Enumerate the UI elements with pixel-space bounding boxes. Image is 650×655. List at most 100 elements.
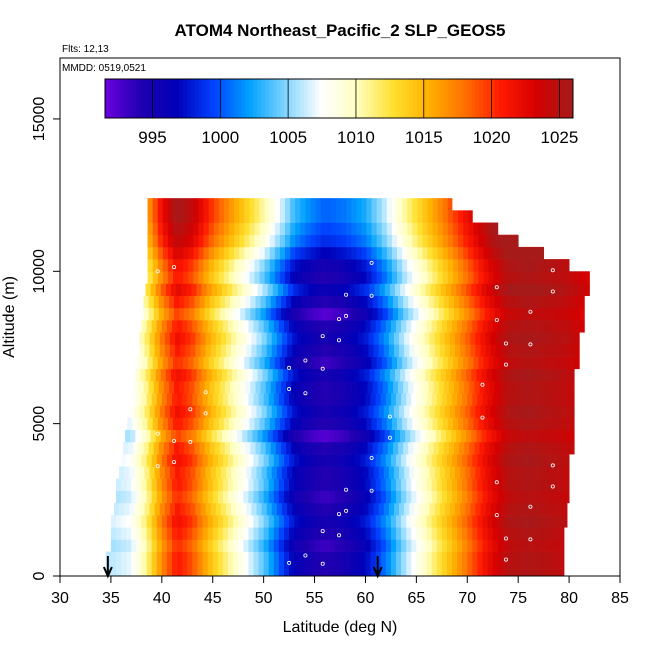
heatmap-cell — [345, 551, 351, 565]
heatmap-cell — [432, 259, 439, 272]
heatmap-cell — [200, 344, 206, 357]
heatmap-cell — [192, 551, 198, 565]
heatmap-cell — [434, 466, 441, 479]
heatmap-cell — [447, 210, 454, 223]
heatmap-cell — [255, 295, 261, 309]
heatmap-cell — [365, 515, 371, 528]
heatmap-cell — [182, 454, 188, 467]
heatmap-cell — [210, 332, 217, 345]
colorbar-segment — [385, 79, 391, 118]
heatmap-cell — [380, 515, 387, 528]
heatmap-cell — [131, 539, 137, 552]
colorbar-segment — [264, 79, 270, 118]
heatmap-cell — [489, 380, 496, 394]
heatmap-cell — [458, 271, 464, 284]
heatmap-cell — [266, 344, 273, 357]
heatmap-cell — [341, 246, 347, 260]
heatmap-cell — [437, 246, 444, 260]
heatmap-cell — [562, 368, 569, 382]
heatmap-cell — [110, 515, 117, 528]
heatmap-cell — [419, 466, 425, 479]
heatmap-cell — [407, 246, 413, 260]
heatmap-cell — [213, 222, 220, 236]
heatmap-cell — [453, 246, 459, 260]
heatmap-cell — [136, 527, 142, 540]
heatmap-cell — [235, 295, 241, 309]
heatmap-cell — [375, 515, 382, 528]
heatmap-cell — [529, 259, 535, 272]
heatmap-cell — [445, 368, 452, 382]
sample-point — [188, 439, 193, 444]
heatmap-cell — [168, 307, 175, 321]
heatmap-cell — [576, 307, 582, 321]
heatmap-cell — [548, 320, 555, 333]
heatmap-cell — [328, 283, 335, 296]
heatmap-cell — [511, 332, 517, 345]
heatmap-cell — [528, 490, 534, 504]
heatmap-cell — [537, 283, 544, 296]
heatmap-cell — [388, 466, 395, 479]
heatmap-cell — [436, 539, 443, 552]
heatmap-cell — [144, 502, 150, 516]
heatmap-cell — [207, 539, 214, 552]
heatmap-cell — [393, 332, 400, 345]
heatmap-cell — [376, 356, 383, 370]
heatmap-cell — [477, 454, 483, 467]
heatmap-cell — [298, 368, 304, 382]
heatmap-cell — [532, 429, 538, 443]
heatmap-cell — [466, 283, 472, 296]
heatmap-cell — [248, 527, 254, 540]
heatmap-cell — [337, 332, 344, 345]
heatmap-cell — [287, 466, 293, 479]
heatmap-cell — [330, 234, 337, 248]
heatmap-cell — [290, 198, 296, 211]
heatmap-cell — [446, 454, 453, 467]
heatmap-cell — [411, 454, 417, 467]
heatmap-cell — [364, 368, 370, 382]
heatmap-cell — [136, 490, 142, 504]
sample-point — [203, 390, 208, 395]
heatmap-cell — [220, 502, 227, 516]
heatmap-cell — [320, 246, 327, 260]
heatmap-cell — [251, 466, 257, 479]
heatmap-cell — [457, 490, 463, 504]
heatmap-cell — [344, 283, 350, 296]
heatmap-cell — [190, 332, 196, 345]
heatmap-cell — [414, 332, 420, 345]
heatmap-cell — [319, 320, 326, 333]
heatmap-cell — [468, 259, 474, 272]
heatmap-cell — [385, 320, 392, 333]
colorbar-segment — [510, 79, 515, 118]
heatmap-cell — [527, 429, 533, 443]
heatmap-cell — [360, 515, 366, 528]
heatmap-cell — [510, 307, 516, 321]
heatmap-cell — [431, 478, 438, 491]
heatmap-cell — [437, 417, 444, 431]
colorbar-segment — [381, 79, 387, 118]
heatmap-cell — [386, 198, 393, 211]
heatmap-cell — [290, 234, 296, 248]
heatmap-cell — [537, 429, 544, 443]
heatmap-cell — [427, 271, 434, 284]
heatmap-cell — [259, 356, 266, 370]
heatmap-cell — [533, 527, 539, 540]
heatmap-cell — [487, 393, 494, 406]
heatmap-cell — [190, 466, 196, 479]
heatmap-cell — [174, 295, 180, 309]
heatmap-cell — [297, 344, 303, 357]
heatmap-cell — [317, 466, 324, 479]
heatmap-cell — [135, 429, 141, 443]
heatmap-cell — [534, 417, 540, 431]
heatmap-cell — [530, 441, 536, 455]
heatmap-cell — [258, 490, 265, 504]
heatmap-cell — [445, 429, 452, 443]
heatmap-cell — [356, 210, 362, 223]
heatmap-cell — [187, 527, 193, 540]
colorbar-tick-label: 1025 — [541, 128, 579, 147]
heatmap-cell — [282, 429, 289, 443]
heatmap-cell — [151, 527, 158, 540]
colorbar-segment — [108, 79, 114, 118]
heatmap-cell — [188, 234, 194, 248]
heatmap-cell — [402, 246, 408, 260]
